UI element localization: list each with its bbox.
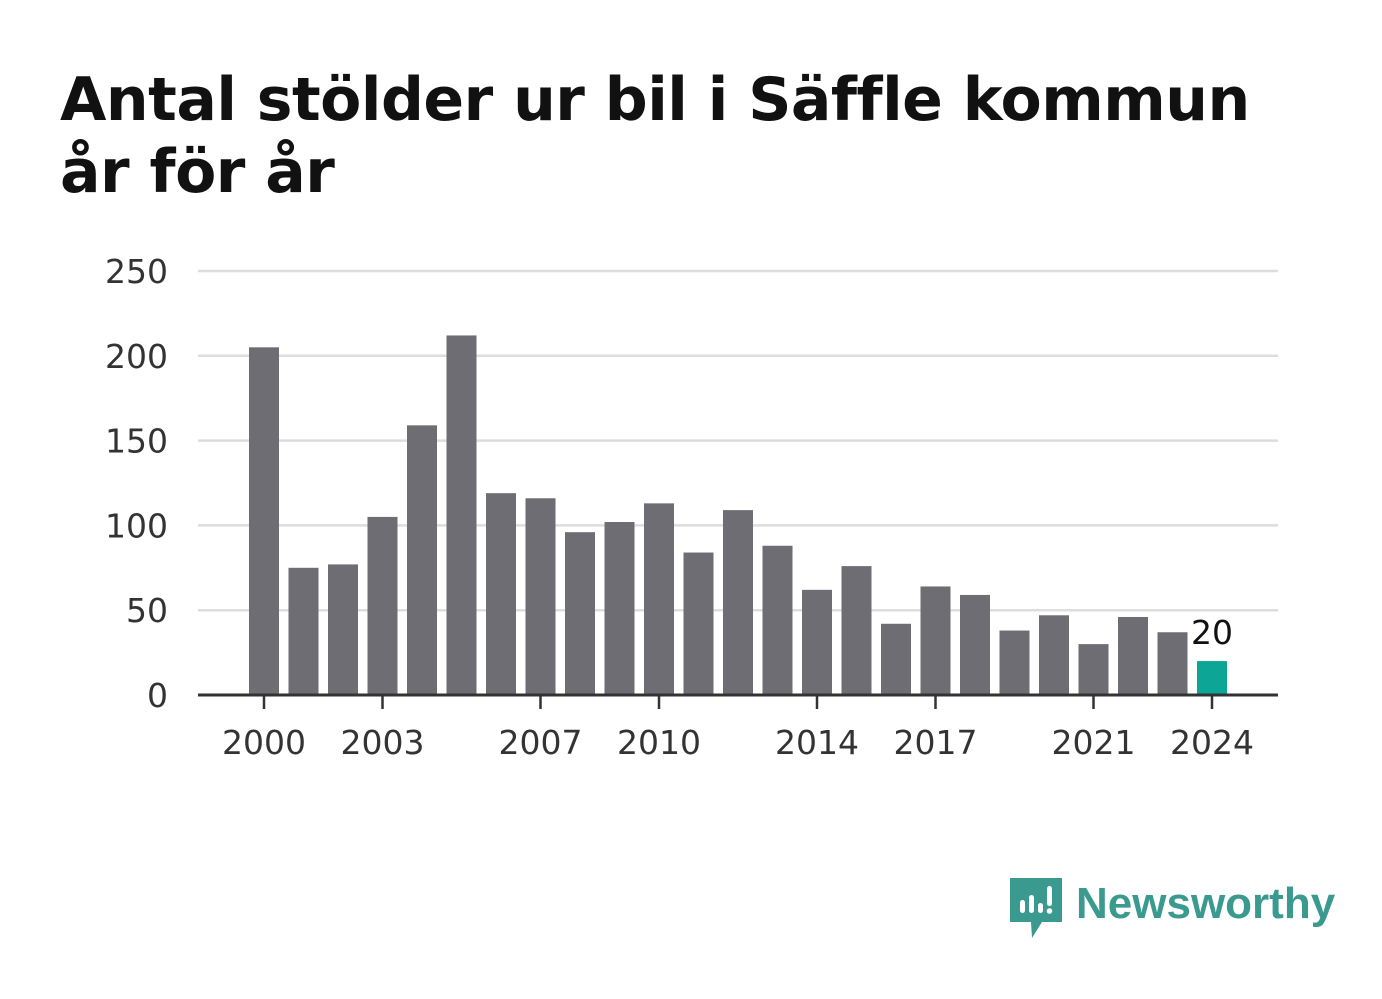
bar-2012 xyxy=(723,510,753,695)
bars xyxy=(249,335,1227,695)
bar-chart: 0 50 100 150 200 250 2000 2003 2007 2010 2014 2017… xyxy=(105,252,1278,762)
bar-2001 xyxy=(288,567,319,695)
brand-logo: Newsworthy xyxy=(1010,878,1335,942)
bar-2011 xyxy=(683,552,714,695)
bar-2015 xyxy=(841,566,872,695)
x-tick-label-2000: 2000 xyxy=(222,723,306,762)
x-tick-label-2003: 2003 xyxy=(341,723,425,762)
bar-2020 xyxy=(1039,615,1069,695)
bar-2023 xyxy=(1157,632,1188,695)
data-label-2024: 20 xyxy=(1191,613,1233,652)
x-tick-label-2024: 2024 xyxy=(1170,723,1254,762)
bar-2006 xyxy=(486,493,516,695)
x-tick-label-2014: 2014 xyxy=(775,723,859,762)
bar-2022 xyxy=(1118,616,1148,695)
bar-2016 xyxy=(881,623,911,695)
bar-2000 xyxy=(249,347,279,695)
chart-title: Antal stölder ur bil i Säffle kommun år … xyxy=(60,65,1250,207)
bar-2013 xyxy=(762,545,793,695)
bar-2017 xyxy=(920,586,951,695)
bar-2009 xyxy=(604,522,635,695)
bar-2007 xyxy=(525,498,556,695)
bar-2018 xyxy=(960,594,990,695)
bar-2004 xyxy=(407,425,437,695)
y-tick-label-200: 200 xyxy=(105,337,168,376)
x-tick-label-2010: 2010 xyxy=(617,723,701,762)
bar-2019 xyxy=(999,630,1030,695)
x-tick-label-2017: 2017 xyxy=(894,723,978,762)
bar-2005 xyxy=(446,335,477,695)
bar-2008 xyxy=(565,532,595,695)
y-axis-ticks: 0 50 100 150 200 250 xyxy=(105,252,168,715)
bar-2003 xyxy=(367,516,398,695)
x-axis-ticks: 2000 2003 2007 2010 2014 2017 2021 2024 xyxy=(222,695,1254,762)
bar-2021 xyxy=(1078,644,1109,695)
y-tick-label-100: 100 xyxy=(105,506,168,545)
bar-2002 xyxy=(328,564,358,695)
newsworthy-logo-icon xyxy=(1010,878,1062,938)
bar-2024 xyxy=(1197,661,1227,695)
y-tick-label-50: 50 xyxy=(126,591,168,630)
y-tick-label-150: 150 xyxy=(105,422,168,461)
x-tick-label-2007: 2007 xyxy=(499,723,583,762)
y-tick-label-0: 0 xyxy=(147,676,168,715)
brand-name: Newsworthy xyxy=(1076,879,1336,928)
bar-2010 xyxy=(644,503,674,695)
data-labels: 20 xyxy=(1191,613,1233,652)
bar-2014 xyxy=(802,589,832,695)
x-tick-label-2021: 2021 xyxy=(1052,723,1136,762)
y-tick-label-250: 250 xyxy=(105,252,168,291)
